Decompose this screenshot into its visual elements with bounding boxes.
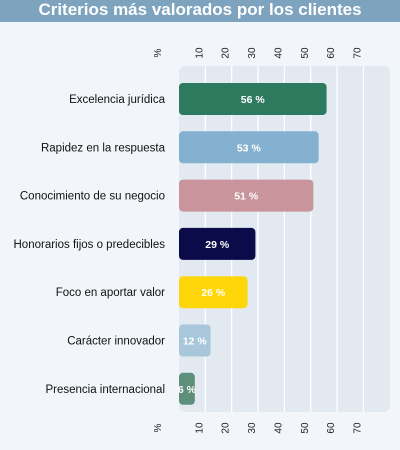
- bar-value-label: 51 %: [234, 191, 259, 203]
- x-tick-label-bottom: 60: [326, 422, 337, 434]
- category-label: Conocimiento de su negocio: [20, 191, 165, 203]
- category-label: Rapidez en la respuesta: [41, 142, 166, 154]
- x-tick-label-bottom: 40: [273, 422, 284, 434]
- x-tick-label-top: 20: [221, 47, 232, 59]
- axis-unit-label-bottom: %: [153, 423, 164, 432]
- x-tick-label-bottom: 70: [352, 422, 363, 434]
- bar: [179, 179, 314, 212]
- bar: [179, 324, 211, 357]
- bar-value-label: 26 %: [201, 287, 226, 299]
- x-tick-label-top: 50: [300, 47, 311, 59]
- category-label: Excelencia jurídica: [69, 94, 165, 106]
- x-tick-label-top: 10: [194, 47, 205, 59]
- bar: [179, 83, 327, 115]
- axis-unit-label-top: %: [153, 48, 164, 57]
- bar-value-label: 12 %: [183, 336, 208, 348]
- bar: [179, 227, 256, 260]
- category-label: Honorarios fijos o predecibles: [14, 239, 166, 251]
- x-tick-label-bottom: 10: [194, 422, 205, 434]
- x-tick-label-top: 30: [247, 47, 258, 59]
- bar: [179, 372, 195, 405]
- bar-value-label: 29 %: [205, 239, 230, 251]
- bar: [179, 131, 319, 164]
- bar-value-label: 56 %: [241, 94, 266, 106]
- bar-value-label: 53 %: [237, 142, 262, 154]
- x-tick-label-top: 70: [352, 47, 363, 59]
- category-label: Presencia internacional: [45, 384, 165, 396]
- x-tick-label-bottom: 30: [247, 422, 258, 434]
- x-tick-label-bottom: 50: [300, 422, 311, 434]
- title-banner: [0, 0, 400, 22]
- bar: [179, 276, 248, 309]
- category-label: Foco en aportar valor: [56, 287, 165, 299]
- category-label: Carácter innovador: [67, 336, 165, 348]
- x-tick-label-top: 60: [326, 47, 337, 59]
- x-tick-label-bottom: 20: [221, 422, 232, 434]
- x-tick-label-top: 40: [273, 47, 284, 59]
- bar-value-label: 6 %: [178, 384, 197, 396]
- chart-title: Criterios más valorados por los clientes: [38, 0, 362, 19]
